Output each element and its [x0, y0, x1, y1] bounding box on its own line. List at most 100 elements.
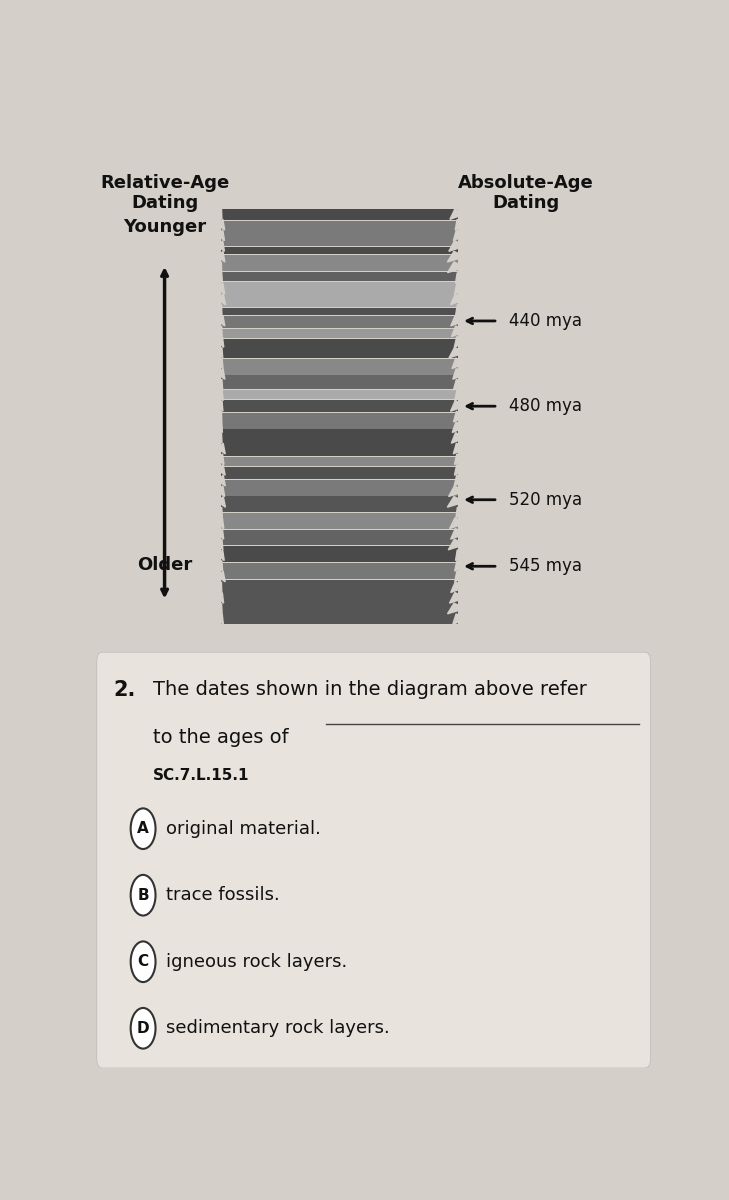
Bar	[221, 376, 459, 389]
Text: C: C	[138, 954, 149, 970]
Polygon shape	[456, 305, 465, 316]
Bar	[221, 413, 459, 428]
Polygon shape	[453, 230, 465, 241]
Polygon shape	[450, 593, 465, 604]
Bar	[221, 282, 459, 307]
Polygon shape	[448, 486, 465, 497]
Polygon shape	[218, 614, 223, 624]
Bar	[221, 497, 459, 512]
Text: Younger: Younger	[123, 218, 206, 236]
Bar	[221, 209, 459, 221]
Polygon shape	[453, 368, 465, 379]
Bar	[221, 563, 459, 578]
Polygon shape	[218, 251, 225, 262]
Polygon shape	[451, 294, 465, 305]
Polygon shape	[218, 358, 223, 368]
Polygon shape	[218, 443, 225, 454]
Polygon shape	[451, 326, 465, 337]
Polygon shape	[218, 305, 222, 316]
Bar	[221, 400, 459, 412]
Bar	[221, 390, 459, 398]
Text: The dates shown in the diagram above refer: The dates shown in the diagram above ref…	[153, 680, 587, 698]
Text: 2.: 2.	[114, 680, 136, 700]
Polygon shape	[452, 358, 465, 368]
Bar	[221, 256, 459, 271]
Polygon shape	[218, 571, 225, 582]
Polygon shape	[218, 593, 224, 604]
Polygon shape	[456, 550, 465, 560]
Polygon shape	[218, 550, 225, 560]
Polygon shape	[449, 241, 465, 251]
Polygon shape	[218, 337, 224, 347]
Polygon shape	[453, 614, 465, 624]
Polygon shape	[451, 401, 465, 412]
Polygon shape	[454, 454, 465, 464]
Polygon shape	[218, 294, 225, 305]
Polygon shape	[456, 508, 465, 518]
Circle shape	[130, 942, 155, 982]
Polygon shape	[456, 272, 465, 283]
Bar	[221, 247, 459, 254]
Polygon shape	[218, 326, 222, 337]
Polygon shape	[218, 560, 222, 571]
Text: SC.7.L.15.1: SC.7.L.15.1	[153, 768, 250, 782]
Polygon shape	[453, 412, 465, 422]
Polygon shape	[453, 443, 465, 454]
Text: 480 mya: 480 mya	[509, 397, 582, 415]
Polygon shape	[218, 262, 222, 272]
Polygon shape	[218, 528, 224, 539]
Polygon shape	[218, 316, 225, 326]
Text: to the ages of: to the ages of	[153, 728, 289, 746]
Polygon shape	[455, 560, 465, 571]
Polygon shape	[453, 379, 465, 390]
Text: D: D	[137, 1021, 149, 1036]
Polygon shape	[448, 262, 465, 272]
Text: Absolute-Age
Dating: Absolute-Age Dating	[459, 174, 594, 212]
Circle shape	[130, 809, 155, 850]
Polygon shape	[218, 422, 222, 432]
Text: original material.: original material.	[165, 820, 321, 838]
Bar	[221, 480, 459, 496]
Polygon shape	[455, 220, 465, 230]
Bar	[221, 329, 459, 338]
Bar	[221, 467, 459, 479]
Polygon shape	[218, 412, 222, 422]
Polygon shape	[451, 432, 465, 443]
Polygon shape	[451, 528, 465, 539]
Polygon shape	[454, 337, 465, 347]
Polygon shape	[454, 475, 465, 486]
Polygon shape	[218, 368, 225, 379]
Polygon shape	[450, 209, 465, 220]
Polygon shape	[450, 518, 465, 528]
Text: 520 mya: 520 mya	[509, 491, 582, 509]
Polygon shape	[218, 508, 222, 518]
Text: 440 mya: 440 mya	[509, 312, 582, 330]
Polygon shape	[448, 539, 465, 550]
Text: igneous rock layers.: igneous rock layers.	[165, 953, 347, 971]
Circle shape	[130, 1008, 155, 1049]
Text: trace fossils.: trace fossils.	[165, 887, 279, 905]
Bar	[221, 546, 459, 562]
Bar	[221, 307, 459, 316]
Bar	[221, 316, 459, 329]
Text: 545 mya: 545 mya	[509, 557, 582, 575]
Polygon shape	[218, 464, 225, 475]
Polygon shape	[218, 347, 223, 358]
Text: B: B	[137, 888, 149, 902]
Bar	[221, 580, 459, 624]
Polygon shape	[218, 220, 225, 230]
Polygon shape	[448, 251, 465, 262]
Bar	[221, 529, 459, 546]
Polygon shape	[218, 401, 223, 412]
Polygon shape	[218, 604, 222, 614]
Polygon shape	[455, 283, 465, 294]
Polygon shape	[218, 582, 222, 593]
Polygon shape	[448, 497, 465, 508]
Polygon shape	[218, 209, 222, 220]
Polygon shape	[451, 316, 465, 326]
Polygon shape	[455, 571, 465, 582]
Bar	[221, 430, 459, 456]
Polygon shape	[218, 475, 225, 486]
Polygon shape	[451, 582, 465, 593]
Polygon shape	[218, 454, 224, 464]
